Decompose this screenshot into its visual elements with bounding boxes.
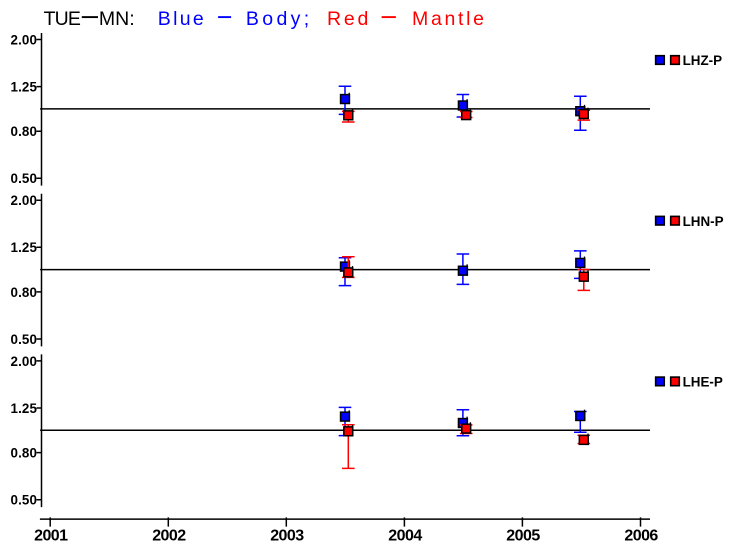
svg-text:0.80: 0.80 — [11, 446, 37, 461]
svg-text:0.50: 0.50 — [11, 171, 37, 186]
svg-text:Blue: Blue — [158, 8, 206, 30]
svg-text:Mantle: Mantle — [412, 8, 487, 30]
svg-text:LHN-P: LHN-P — [683, 214, 724, 229]
svg-text:2.00: 2.00 — [11, 354, 37, 369]
svg-text:LHZ-P: LHZ-P — [683, 53, 722, 68]
svg-text:2002: 2002 — [152, 528, 186, 545]
svg-text:1.25: 1.25 — [11, 240, 38, 255]
svg-text:2004: 2004 — [388, 528, 422, 545]
svg-text:0.50: 0.50 — [11, 493, 37, 508]
svg-text:LHE-P: LHE-P — [683, 375, 723, 390]
svg-text:1.25: 1.25 — [11, 401, 38, 416]
svg-text:TUE: TUE — [44, 8, 81, 30]
svg-text:2006: 2006 — [624, 528, 658, 545]
svg-text:2.00: 2.00 — [11, 32, 37, 47]
svg-text:0.50: 0.50 — [11, 332, 37, 347]
svg-text:MN:: MN: — [99, 8, 135, 30]
svg-text:0.80: 0.80 — [11, 124, 37, 139]
svg-text:Body;: Body; — [246, 8, 313, 30]
svg-text:2.00: 2.00 — [11, 193, 37, 208]
svg-text:0.80: 0.80 — [11, 285, 37, 300]
svg-text:2001: 2001 — [34, 528, 68, 545]
svg-text:2003: 2003 — [270, 528, 304, 545]
svg-text:1.25: 1.25 — [11, 80, 38, 95]
svg-text:Red: Red — [327, 8, 371, 30]
svg-text:2005: 2005 — [506, 528, 540, 545]
